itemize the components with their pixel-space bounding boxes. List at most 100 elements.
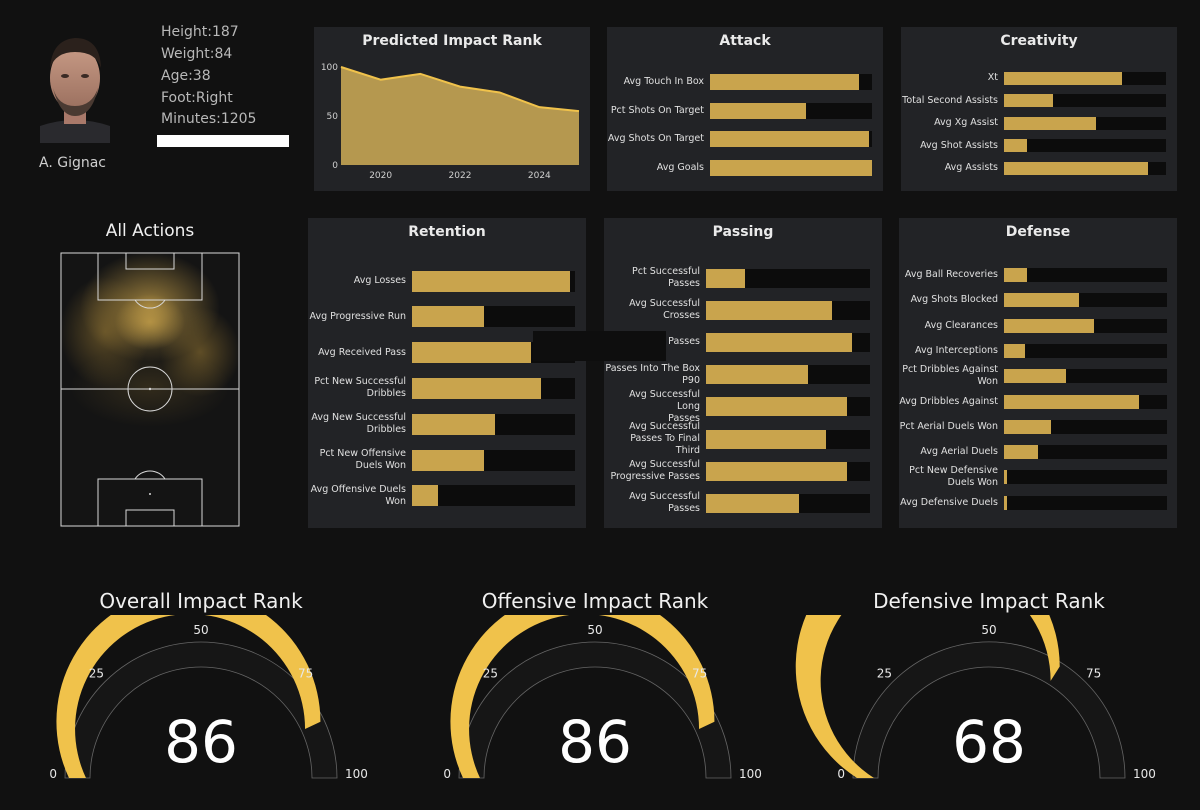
bar-label: Avg Dribbles Against [899, 395, 998, 407]
bar-track [1004, 116, 1166, 130]
bar-fill [1004, 495, 1008, 510]
gauge-tick-label: 100 [739, 767, 762, 781]
bar-track [412, 485, 575, 507]
bar-fill [706, 365, 808, 385]
predicted-xtick: 2022 [449, 171, 472, 181]
predicted-area-fill [341, 67, 579, 165]
bar-track [1004, 94, 1166, 107]
bar-fill [1004, 419, 1052, 434]
bar-fill [710, 159, 872, 176]
bar-track [706, 493, 870, 513]
bar-fill [1004, 369, 1066, 384]
bar-track [1004, 161, 1166, 175]
bar-track [1004, 495, 1167, 510]
gauge-tick-label: 100 [1133, 767, 1156, 781]
overall-gauge-title: Overall Impact Rank [99, 589, 303, 613]
gauge-value: 86 [558, 708, 632, 776]
bar-label: Avg Losses [353, 275, 406, 286]
bar-fill [412, 449, 484, 471]
bar-track [706, 268, 870, 288]
bar-fill [706, 300, 833, 320]
predicted-xtick: 2020 [369, 171, 392, 181]
bar-label: Avg Successful Long Passes [629, 388, 700, 424]
bar-label: Avg Ball Recoveries [904, 269, 998, 280]
bar-track [1004, 71, 1166, 85]
bar-track [710, 102, 872, 119]
defense-title: Defense [1005, 224, 1071, 240]
bar-label: Avg Clearances [924, 319, 998, 331]
bar-label: Avg Touch In Box [623, 76, 704, 87]
player-photo [40, 26, 110, 143]
bar-fill [710, 102, 806, 119]
passing-panel: Passing Pct Successful Passes Avg Success… [604, 218, 882, 528]
bar-fill [1004, 71, 1123, 85]
bar-track [412, 449, 575, 471]
bar-fill [412, 377, 541, 399]
defense-panel: Defense Avg Ball Recoveries Avg Shots Blo… [899, 218, 1177, 528]
bar-label: Pct Shots On Target [610, 104, 704, 116]
bar-track [706, 300, 870, 320]
player-foot: Foot:Right [161, 90, 233, 106]
gauge-tick-label: 0 [443, 767, 451, 781]
bar-fill [1004, 139, 1027, 152]
bar-fill [1004, 293, 1079, 308]
bar-track [706, 365, 870, 385]
player-weight: Weight:84 [161, 46, 233, 62]
predicted-impact-chart: 100 50 0 2020 2022 2024 [321, 63, 580, 181]
bar-track [710, 74, 872, 90]
bar-track [1004, 394, 1167, 409]
gauge-tick-label: 0 [837, 767, 845, 781]
redaction-block [533, 331, 666, 361]
gauge-background [458, 641, 732, 779]
bar-track [1004, 369, 1167, 384]
bar-track [1004, 343, 1167, 358]
player-face-icon [40, 38, 110, 143]
bar-fill [706, 268, 746, 288]
predicted-ytick: 0 [332, 161, 338, 171]
bar-label: Avg Assists [944, 162, 998, 173]
gauge-tick-label: 25 [89, 666, 104, 680]
gauge-tick-label: 75 [1086, 666, 1101, 680]
gauge-background [64, 641, 338, 779]
bar-track [1004, 139, 1166, 152]
defensive-gauge-title: Defensive Impact Rank [873, 589, 1105, 613]
bar-track [1004, 470, 1167, 485]
gauges: 0 25 50 75 100 86 0 25 50 75 100 86 0 25 50 75 100 68 [49, 615, 1156, 781]
gauge-tick-label: 50 [587, 623, 602, 637]
bar-label: Avg Shots On Target [607, 133, 704, 144]
bar-label: Avg Successful Passes To Final Third [629, 421, 700, 456]
bar-fill [1004, 318, 1094, 333]
gauge-tick-label: 25 [877, 666, 892, 680]
bar-label: Avg Successful Crosses [629, 298, 700, 322]
bar-label: Pct Aerial Duels Won [899, 420, 998, 432]
bar-track [1004, 445, 1167, 460]
bar-label: Avg Successful Passes [629, 491, 700, 515]
bar-fill [1004, 470, 1008, 485]
bar-label: Avg Received Pass [318, 346, 406, 358]
bar-fill [1004, 116, 1097, 130]
player-height: Height:187 [161, 24, 239, 40]
bar-label: Pct Successful Passes [632, 266, 700, 289]
bar-track [706, 429, 870, 449]
bar-track [1004, 268, 1167, 282]
bar-label: Pct New Defensive Duels Won [909, 465, 998, 489]
heatmap-title: All Actions [105, 221, 195, 241]
gauge-tick-label: 25 [483, 666, 498, 680]
bar-label: Avg Defensive Duels [900, 496, 998, 508]
creativity-panel: Creativity Xt Total Second Assists Avg Xg … [901, 27, 1177, 191]
bar-fill [710, 131, 869, 147]
creativity-title: Creativity [1000, 33, 1078, 49]
gauge-tick-label: 0 [49, 767, 57, 781]
bar-fill [1004, 268, 1027, 282]
predicted-ytick: 100 [321, 63, 338, 73]
attack-title: Attack [719, 33, 771, 49]
bar-label: Avg New Successful Dribbles [311, 412, 406, 436]
passing-title: Passing [712, 224, 774, 240]
bar-label: Avg Shot Assists [920, 139, 998, 151]
predicted-ytick: 50 [327, 112, 339, 122]
bar-track [1004, 318, 1167, 333]
bar-label: Avg Xg Assist [934, 117, 998, 128]
bar-label: Avg Interceptions [915, 344, 998, 356]
redaction-bar [157, 135, 289, 147]
bar-track [706, 397, 870, 417]
